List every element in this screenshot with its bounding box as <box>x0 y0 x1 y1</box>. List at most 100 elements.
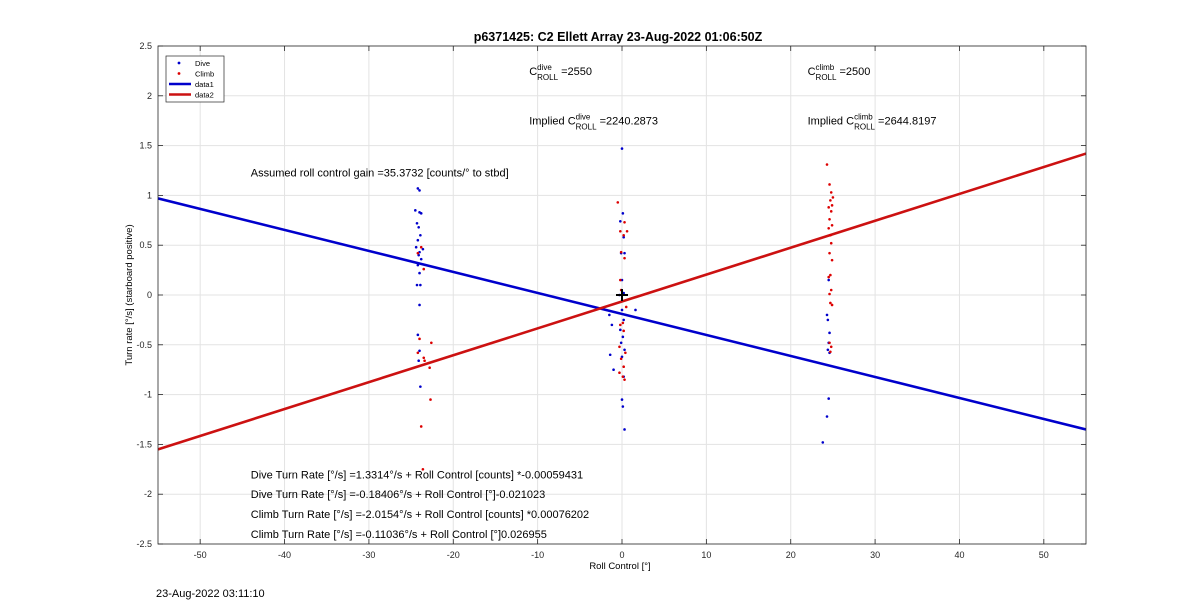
legend-label: Climb <box>195 70 214 79</box>
point-dive <box>415 221 419 225</box>
legend-item-dive: Dive <box>177 59 210 68</box>
series-line-data1 <box>158 197 1086 431</box>
point-dive <box>418 349 421 353</box>
plot-area <box>158 147 1086 471</box>
annotation-suffix: =2240.2873 <box>597 116 658 128</box>
annotation-prefix: C <box>529 66 537 78</box>
point-dive <box>619 219 622 223</box>
point-climb <box>416 351 420 355</box>
point-dive <box>608 313 611 317</box>
point-dive <box>417 359 420 363</box>
point-climb <box>619 229 622 233</box>
annotation-sup: climb <box>816 63 835 72</box>
annotation-roll-gain: Assumed roll control gain =35.3732 [coun… <box>251 167 509 179</box>
point-climb <box>624 351 627 355</box>
plot-content <box>158 147 1086 471</box>
annotation-implied-climb: Implied Cclimb ROLL =2644.8197 <box>808 113 937 132</box>
annotation-sub: ROLL <box>537 73 558 82</box>
point-climb <box>830 223 834 227</box>
point-climb <box>622 329 625 333</box>
annotation-equation: Dive Turn Rate [°/s] =1.3314°/s + Roll C… <box>251 469 583 481</box>
point-dive <box>622 235 625 239</box>
point-dive <box>828 331 831 335</box>
point-climb <box>829 233 832 237</box>
point-climb <box>625 229 629 233</box>
annotation-equation: Climb Turn Rate [°/s] =-2.0154°/s + Roll… <box>251 509 589 521</box>
x-tick-label: -40 <box>278 550 291 560</box>
point-dive <box>622 291 625 295</box>
axes: -50 -40 -30 -20 -10 0 10 20 30 40 50-2.5-2-1.5-1-0… <box>136 41 1087 560</box>
x-tick-label: -10 <box>531 550 544 560</box>
point-dive <box>612 368 615 372</box>
legend-marker-dive <box>177 61 181 65</box>
point-dive <box>622 318 625 322</box>
point-climb <box>618 371 621 374</box>
point-dive <box>623 348 626 352</box>
point-dive <box>623 428 626 431</box>
legend-marker-climb <box>177 72 181 75</box>
x-tick-label: 30 <box>870 550 880 560</box>
point-climb <box>830 303 834 307</box>
point-dive <box>419 283 422 287</box>
point-dive <box>421 247 425 251</box>
point-climb <box>829 191 833 194</box>
annotation-sub: ROLL <box>576 123 597 132</box>
point-climb <box>623 220 626 224</box>
point-climb <box>419 245 423 249</box>
point-dive <box>825 415 829 418</box>
point-dive <box>419 385 422 388</box>
point-dive <box>414 209 417 212</box>
annotation-sup: dive <box>576 113 591 122</box>
point-dive <box>826 348 830 352</box>
annotation-prefix: Implied C <box>808 116 855 128</box>
point-dive <box>826 318 830 322</box>
plot-frame <box>157 45 1087 545</box>
annotation-sup: climb <box>854 113 873 122</box>
x-tick-label: 50 <box>1039 550 1049 560</box>
point-climb <box>624 305 628 309</box>
point-climb <box>622 365 625 369</box>
point-dive <box>620 355 624 359</box>
annotation-prefix: Implied C <box>529 116 576 128</box>
x-tick-label: 10 <box>701 550 711 560</box>
point-climb <box>828 341 831 345</box>
point-dive <box>825 313 829 317</box>
point-climb <box>421 468 425 471</box>
point-climb <box>829 345 833 349</box>
point-climb <box>619 250 623 254</box>
point-climb <box>829 301 832 305</box>
point-dive <box>418 189 421 192</box>
point-climb <box>619 357 623 361</box>
point-climb <box>618 345 621 349</box>
y-tick-label: 1.5 <box>139 141 152 151</box>
point-dive <box>419 257 423 261</box>
y-axis-label: Turn rate [°/s] (starboard positive) <box>124 224 135 365</box>
point-climb <box>430 341 433 345</box>
origin-marker <box>616 289 628 301</box>
point-climb <box>829 350 832 354</box>
point-climb <box>423 359 426 363</box>
point-dive <box>620 398 624 401</box>
point-dive <box>620 147 624 150</box>
point-climb <box>616 201 620 204</box>
point-dive <box>608 353 612 357</box>
point-climb <box>828 218 831 221</box>
y-tick-label: -2.5 <box>136 539 152 549</box>
y-tick-label: -2 <box>144 489 152 499</box>
point-dive <box>416 333 420 337</box>
legend-item-climb: Climb <box>177 70 214 79</box>
point-climb <box>429 398 432 401</box>
point-climb <box>828 292 831 296</box>
point-dive <box>619 341 623 345</box>
point-climb <box>829 199 832 202</box>
x-tick-label: 20 <box>786 550 796 560</box>
y-tick-label: 2 <box>147 91 152 101</box>
point-climb <box>831 196 835 199</box>
x-tick-label: 40 <box>954 550 964 560</box>
point-dive <box>418 271 421 275</box>
legend-item-data2: data2 <box>169 91 214 100</box>
point-climb <box>829 273 832 277</box>
annotation-suffix: =2500 <box>836 66 870 78</box>
point-climb <box>428 366 431 370</box>
